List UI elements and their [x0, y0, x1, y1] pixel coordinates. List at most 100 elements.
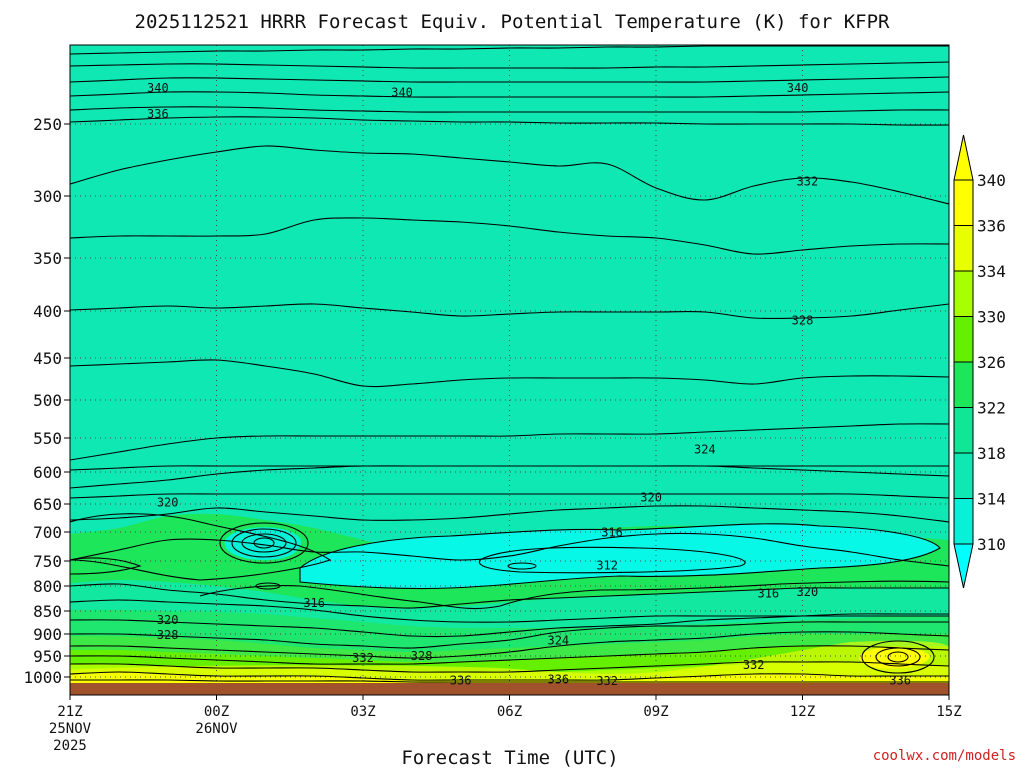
- x-tick-sublabel: 2025: [53, 738, 87, 754]
- contour-line: [70, 45, 949, 55]
- contour-label: 324: [547, 634, 569, 648]
- y-tick-label: 1000: [23, 668, 62, 687]
- x-tick-sublabel: 26NOV: [195, 721, 238, 737]
- contour-label: 332: [352, 651, 374, 665]
- colorbar-segment: [953, 225, 974, 272]
- contour-label: 316: [601, 526, 623, 540]
- contour-label: 340: [787, 81, 809, 95]
- y-tick-label: 400: [33, 302, 62, 321]
- contour-line: [70, 532, 949, 567]
- contour-label: 340: [147, 81, 169, 95]
- terrain-surface: [70, 683, 949, 695]
- contour-line: [70, 505, 949, 523]
- contour-line: [199, 580, 949, 610]
- contour-line: [70, 217, 949, 255]
- contour-line: [70, 621, 949, 649]
- x-tick-label: 00Z: [204, 704, 229, 720]
- colorbar-segment: [953, 452, 974, 499]
- colorbar-tick-label: 334: [977, 262, 1006, 281]
- contour-line: [70, 423, 949, 461]
- y-tick-label: 300: [33, 187, 62, 206]
- contour-label: 332: [596, 674, 618, 688]
- contour-label: 320: [157, 613, 179, 627]
- contour-ring: [861, 640, 935, 674]
- contour-label: 312: [596, 559, 618, 573]
- contour-label: 336: [147, 107, 169, 121]
- colorbar-segment: [953, 407, 974, 454]
- y-tick-label: 450: [33, 349, 62, 368]
- colorbar: 340 336 334 330 326 322 318 314 310: [953, 134, 1006, 589]
- colorbar-bottom-arrow: [953, 543, 974, 589]
- y-tick-label: 550: [33, 429, 62, 448]
- y-tick-label: 250: [33, 115, 62, 134]
- colorbar-tick-label: 336: [977, 217, 1006, 236]
- contour-line: [70, 557, 142, 575]
- contour-label: 320: [157, 496, 179, 510]
- y-tick-label: 700: [33, 523, 62, 542]
- plot-area: 340 340 340 336 332 328 324 320 320 316 312 316 316 3…: [70, 45, 949, 695]
- contour-label: 320: [797, 585, 819, 599]
- contour-line: [70, 679, 949, 683]
- contour-line: [70, 61, 949, 69]
- contour-ring: [231, 528, 297, 558]
- y-tick-label: 650: [33, 495, 62, 514]
- cyan-cell: [224, 527, 301, 560]
- contour-line: [70, 661, 949, 673]
- colorbar-segment: [953, 498, 974, 545]
- contour-line: [70, 671, 949, 681]
- contour-line: [70, 116, 949, 126]
- x-tick-label: 21Z: [57, 704, 82, 720]
- contour-label: 332: [743, 658, 765, 672]
- grid-lines: [70, 45, 949, 695]
- contour-line: [70, 645, 949, 665]
- contour-line: [70, 76, 949, 83]
- credit-text: coolwx.com/models: [873, 748, 1016, 764]
- contour-label: 340: [391, 85, 413, 99]
- cyan-core: [300, 523, 940, 589]
- contour-lines: [70, 45, 949, 683]
- y-tick-label: 850: [33, 602, 62, 621]
- contour-line: [70, 91, 949, 98]
- color-band: [70, 45, 949, 554]
- contour-line: [70, 613, 949, 638]
- y-tick-label: 950: [33, 647, 62, 666]
- x-tick-label: 09Z: [643, 704, 668, 720]
- chart-title: 2025112521 HRRR Forecast Equiv. Potentia…: [135, 11, 891, 33]
- colorbar-tick-label: 330: [977, 308, 1006, 327]
- contour-label: 336: [547, 673, 569, 687]
- colorbar-top-arrow: [953, 134, 974, 181]
- contour-line: [70, 513, 332, 581]
- colorbar-segment: [953, 179, 974, 226]
- colorbar-segment: [953, 270, 974, 317]
- contour-inner-core: [478, 546, 746, 574]
- contour-ring: [887, 651, 909, 663]
- contour-label: 324: [694, 443, 716, 457]
- warm-lower-layer: [70, 640, 949, 683]
- color-blobs: [70, 523, 949, 683]
- contour-line: [70, 106, 949, 113]
- colorbar-tick-label: 326: [977, 353, 1006, 372]
- contour-line: [70, 465, 949, 489]
- y-tick-label: 750: [33, 552, 62, 571]
- contour-ring: [241, 533, 287, 553]
- contour-label: 328: [411, 649, 433, 663]
- contour-label: 336: [889, 673, 911, 687]
- x-axis-label: Forecast Time (UTC): [401, 747, 618, 768]
- x-tick-sublabel: 25NOV: [49, 721, 92, 737]
- contour-label: 320: [640, 491, 662, 505]
- y-tick-label: 800: [33, 577, 62, 596]
- contour-line: [70, 145, 949, 205]
- contour-ring: [507, 562, 537, 570]
- x-tick-label: 12Z: [790, 704, 815, 720]
- contour-line: [70, 583, 949, 609]
- colorbar-tick-label: 310: [977, 535, 1006, 554]
- contour-ring: [253, 537, 275, 549]
- x-tick-label: 03Z: [350, 704, 375, 720]
- colorbar-tick-label: 318: [977, 444, 1006, 463]
- y-tick-label: 500: [33, 391, 62, 410]
- colorbar-segment: [953, 316, 974, 363]
- contour-ring: [219, 522, 309, 564]
- contour-label: 336: [450, 673, 472, 687]
- contour-label: 316: [303, 596, 325, 610]
